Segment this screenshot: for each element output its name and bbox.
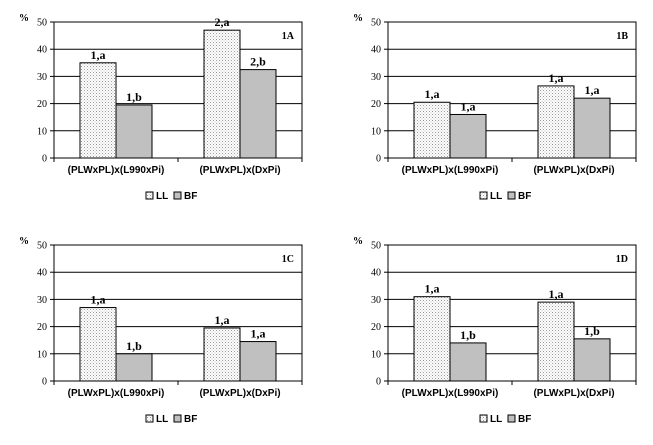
panel-1c-bar-ll [79,307,117,382]
panel-1d-legend-label-ll: LL [490,414,502,425]
panel-1c-y-tick-label: 30 [37,295,47,306]
panel-1d-y-tick-label: 20 [371,322,381,333]
panel-1d-y-tick-label: 50 [371,241,381,252]
panel-1b-y-tick-label: 0 [376,154,381,165]
panel-1a-data-label: 2,a [215,15,230,29]
panel-1a-bar-ll [79,62,117,159]
panel-1a-legend-swatch-bf [173,191,182,200]
panel-1c-bar-ll [203,327,241,382]
panel-1a-y-axis-label: % [19,13,29,24]
panel-1c-bar-bf [239,341,277,382]
panel-1d-data-label: 1,a [549,287,564,301]
panel-1b-bar-bf [449,113,487,159]
panel-1a-bar-ll [203,29,241,159]
panel-1b-y-axis-label: % [353,13,363,24]
panel-1a-legend-label-ll: LL [156,191,168,202]
panel-1b-panel-label: 1B [616,31,628,42]
panel-1c-data-label: 1,b [126,339,142,353]
panel-1d-y-tick-label: 30 [371,295,381,306]
panel-1c-panel-label: 1C [282,254,294,265]
panel-1d-bar-bf [449,342,487,382]
panel-1b-y-tick-label: 50 [371,18,381,29]
panel-1d-bar-bf [573,338,611,382]
panel-1d-x-tick-label: (PLWxPL)x(DxPi) [533,388,614,399]
panel-1c-x-tick-label: (PLWxPL)x(DxPi) [199,388,280,399]
panel-1a-y-tick-label: 10 [37,126,47,137]
panel-1c-data-label: 1,a [91,293,106,307]
panel-1a-panel-label: 1A [282,31,295,42]
panel-1c-x-tick-label: (PLWxPL)x(L990xPi) [68,388,165,399]
panel-1c-y-tick-label: 0 [42,377,47,388]
panel-1b-x-tick-label: (PLWxPL)x(L990xPi) [402,165,499,176]
panel-1d-y-tick-label: 10 [371,349,381,360]
panel-1b-y-tick-label: 20 [371,99,381,110]
panel-1d-data-label: 1,b [584,324,600,338]
panel-1d-legend-swatch-ll [479,414,488,423]
panel-1c-y-tick-label: 20 [37,322,47,333]
panel-1a-y-tick-label: 20 [37,99,47,110]
panel-1a-data-label: 2,b [250,55,266,69]
panel-1d-data-label: 1,b [460,328,476,342]
panel-1d-data-label: 1,a [425,282,440,296]
panel-1d-bar-ll [537,301,575,382]
panel-1a-data-label: 1,a [91,48,106,62]
panel-1b-legend-swatch-ll [479,191,488,200]
panel-1c-legend-label-ll: LL [156,414,168,425]
panel-1c-legend-label-bf: BF [184,414,197,425]
panel-1c-y-tick-label: 50 [37,241,47,252]
panel-1d-y-axis-label: % [353,236,363,247]
panel-1c-legend-swatch-bf [173,414,182,423]
panel-1d-panel-label: 1D [616,254,628,265]
panel-1d-y-tick-label: 0 [376,377,381,388]
panel-1c-y-tick-label: 10 [37,349,47,360]
panel-1d-x-tick-label: (PLWxPL)x(L990xPi) [402,388,499,399]
panel-1b-y-tick-label: 30 [371,72,381,83]
panel-1a-x-tick-label: (PLWxPL)x(DxPi) [199,165,280,176]
panel-1c-y-tick-label: 40 [37,268,47,279]
panel-1b-data-label: 1,a [425,87,440,101]
panel-1a-legend-label-bf: BF [184,191,197,202]
panel-1c-legend-swatch-ll [145,414,154,423]
panel-1b-bar-bf [573,97,611,159]
panel-1a-legend-swatch-ll [145,191,154,200]
panel-1c-y-axis-label: % [19,236,29,247]
panel-1c-bar-bf [115,353,153,382]
panel-1b-bar-ll [537,85,575,159]
panel-1d-legend-label-bf: BF [518,414,531,425]
panel-1b-x-tick-label: (PLWxPL)x(DxPi) [533,165,614,176]
panel-1a-y-tick-label: 0 [42,154,47,165]
panel-1a-bar-bf [115,104,153,159]
panel-1b-y-tick-label: 40 [371,45,381,56]
panel-1b-data-label: 1,a [585,83,600,97]
panel-1b-legend-label-bf: BF [518,191,531,202]
panel-1c-data-label: 1,a [215,313,230,327]
panel-1b-legend-label-ll: LL [490,191,502,202]
panel-1d-legend-swatch-bf [507,414,516,423]
panel-1b-bar-ll [413,101,451,159]
panel-1a-x-tick-label: (PLWxPL)x(L990xPi) [68,165,165,176]
panel-1b-data-label: 1,a [549,71,564,85]
panel-1a-y-tick-label: 50 [37,18,47,29]
panel-1a-bar-bf [239,69,277,159]
panel-1c-data-label: 1,a [251,327,266,341]
panel-1d-bar-ll [413,296,451,382]
panel-1a-y-tick-label: 40 [37,45,47,56]
panel-1d-y-tick-label: 40 [371,268,381,279]
panel-1a-data-label: 1,b [126,90,142,104]
panel-1b-y-tick-label: 10 [371,126,381,137]
panel-1a-y-tick-label: 30 [37,72,47,83]
panel-1b-data-label: 1,a [461,99,476,113]
panel-1b-legend-swatch-bf [507,191,516,200]
